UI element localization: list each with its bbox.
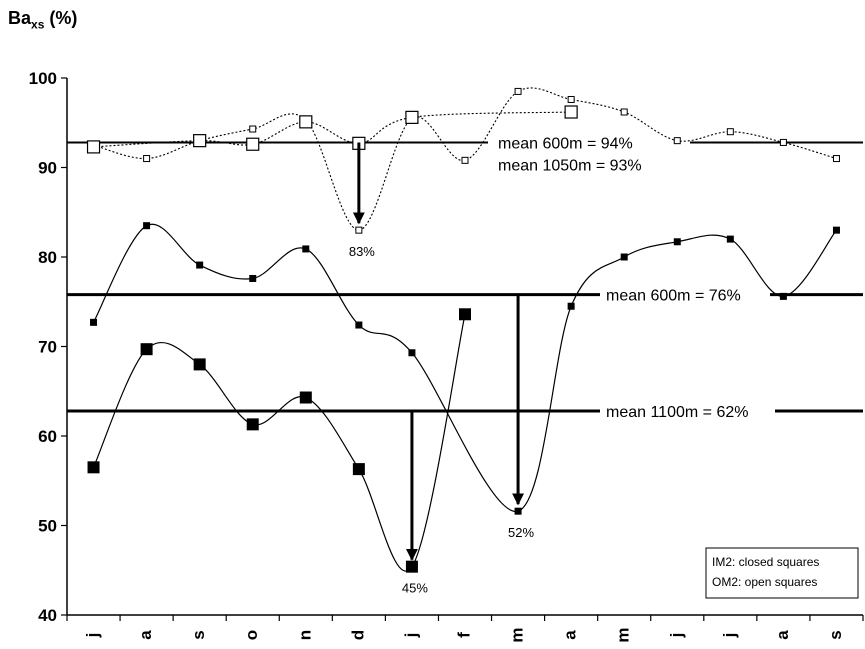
data-point-om2_1050 [564,105,578,119]
mean-label: mean 600m = 76% [606,288,741,305]
data-point-om2_1050 [299,115,313,129]
mean-label: mean 600m = 94% [498,135,633,152]
data-point-im2_600 [673,238,681,246]
data-point-om2_600 [832,155,840,163]
x-tick-label: a [561,630,580,640]
data-point-im2_600 [143,222,151,230]
x-tick-label: j [720,633,739,639]
y-tick-label: 60 [38,427,57,446]
y-tick-label: 100 [29,69,57,88]
x-tick-label: m [614,627,633,642]
x-tick-label: s [826,630,845,639]
data-point-im2_600 [302,245,310,253]
y-axis-title: Baxs (%) [8,8,78,32]
data-point-om2_600 [355,226,363,234]
data-point-im2_600 [408,349,416,357]
x-tick-label: d [348,630,367,640]
x-tick-label: j [83,633,102,639]
data-point-im2_1100 [459,308,471,321]
x-tick-label: o [242,630,261,640]
data-point-im2_600 [249,274,257,282]
data-point-om2_1050 [193,134,207,148]
annotation-label: 83% [349,244,375,259]
y-tick-label: 80 [38,248,57,267]
data-point-om2_600 [249,125,257,133]
data-point-im2_600 [567,302,575,310]
data-point-im2_1100 [405,560,418,573]
y-tick-label: 40 [38,606,57,625]
y-tick-label: 70 [38,338,57,357]
data-point-im2_600 [514,507,522,515]
data-point-om2_600 [514,87,522,95]
data-point-im2_600 [779,292,787,300]
x-tick-label: n [295,630,314,640]
data-point-im2_1100 [140,343,153,356]
data-point-om2_600 [620,108,628,116]
legend-text: IM2: closed squares [712,555,819,569]
series-line-om2_600 [93,87,837,231]
data-point-om2_1050 [405,110,419,124]
legend-box [705,547,859,599]
data-point-im2_1100 [193,358,206,371]
x-tick-label: j [667,633,686,639]
mean-label: mean 1050m = 93% [498,157,642,174]
data-point-im2_600 [832,226,840,234]
data-point-om2_600 [461,156,469,164]
data-point-om2_1050 [86,140,101,154]
data-point-im2_1100 [352,463,365,476]
data-point-om2_600 [143,155,151,163]
data-point-om2_1050 [246,137,260,151]
data-point-om2_600 [779,138,787,146]
x-tick-label: a [136,630,155,640]
x-tick-label: f [454,632,473,638]
y-tick-label: 90 [38,159,57,178]
data-point-im2_600 [620,253,628,261]
data-point-im2_600 [90,318,98,326]
data-point-im2_600 [726,235,734,243]
annotation-label: 52% [508,525,534,540]
x-tick-label: s [189,630,208,639]
data-point-im2_1100 [87,461,100,474]
data-point-om2_600 [673,137,681,145]
data-point-im2_1100 [299,391,312,404]
x-tick-label: m [508,627,527,642]
data-point-im2_600 [355,321,363,329]
data-point-im2_600 [196,261,204,269]
legend-text: OM2: open squares [712,575,817,589]
annotation-label: 45% [402,581,428,596]
series-line-im2_600 [93,223,837,512]
x-tick-label: j [401,633,420,639]
x-tick-label: a [773,630,792,640]
data-point-im2_1100 [246,418,259,431]
legend: IM2: closed squares OM2: open squares [705,547,859,599]
y-tick-label: 50 [38,517,57,536]
mean-label: mean 1100m = 62% [606,404,748,421]
data-point-om2_600 [726,128,734,136]
data-point-om2_600 [567,95,575,103]
